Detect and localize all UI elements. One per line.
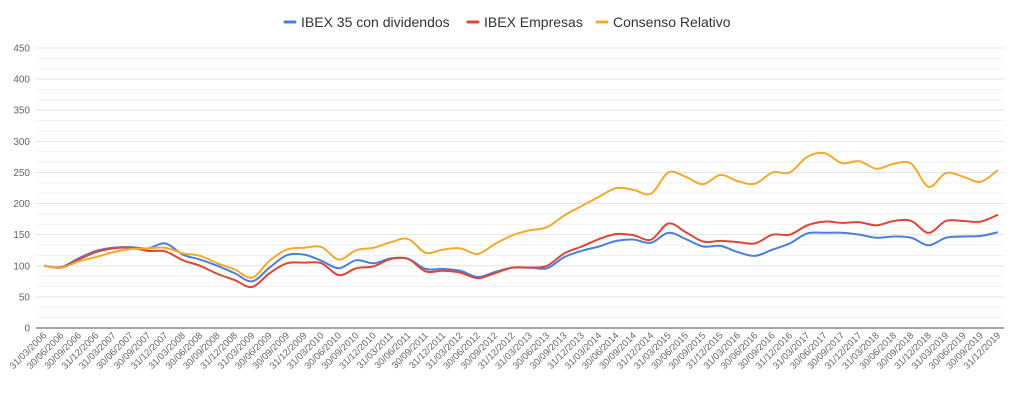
series-lines bbox=[43, 151, 999, 289]
legend-label: Consenso Relativo bbox=[613, 14, 731, 30]
legend-label: IBEX Empresas bbox=[484, 14, 583, 30]
y-axis-ticks: 0 50 100 150 200 250 300 350 400 450 bbox=[13, 44, 30, 335]
y-tick-label: 150 bbox=[13, 230, 30, 241]
y-tick-label: 250 bbox=[13, 168, 30, 179]
legend-label: IBEX 35 con dividendos bbox=[301, 14, 450, 30]
x-axis-ticks: 31/03/200630/06/200630/09/200631/12/2006… bbox=[8, 330, 1003, 371]
series-line bbox=[43, 213, 999, 289]
series-line bbox=[43, 231, 999, 283]
gridlines bbox=[36, 47, 1004, 329]
legend: IBEX 35 con dividendos IBEX Empresas Conse… bbox=[283, 14, 731, 30]
y-tick-label: 50 bbox=[19, 292, 31, 303]
series-line bbox=[43, 151, 999, 279]
y-tick-label: 300 bbox=[13, 137, 30, 148]
y-tick-label: 200 bbox=[13, 199, 30, 210]
y-tick-label: 350 bbox=[13, 106, 30, 117]
y-tick-label: 400 bbox=[13, 75, 30, 86]
y-tick-label: 450 bbox=[13, 44, 30, 55]
y-tick-label: 100 bbox=[13, 261, 30, 272]
y-tick-label: 0 bbox=[24, 324, 30, 335]
